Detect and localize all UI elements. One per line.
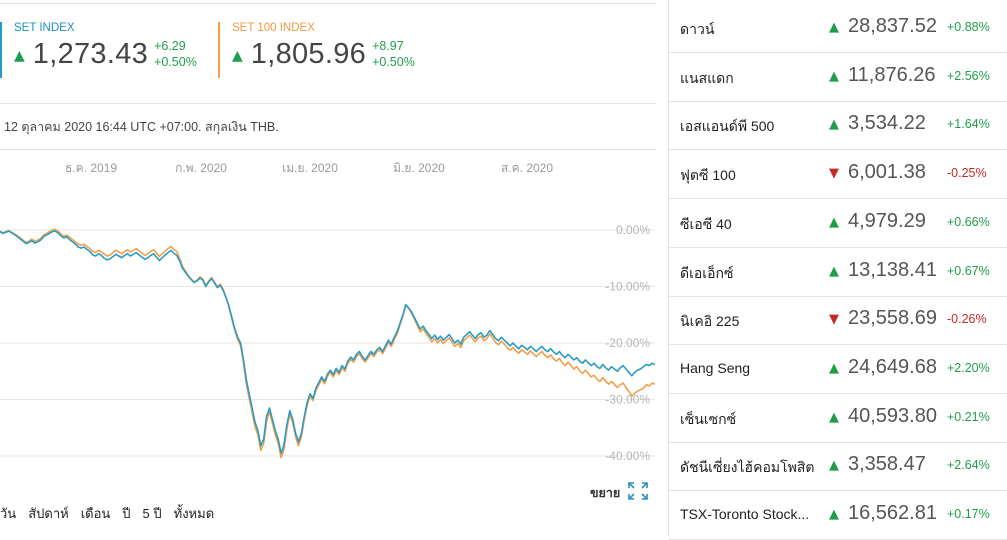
market-row[interactable]: ดีเอเอ็กซ์ ▲ 13,138.41 +0.67% xyxy=(669,248,1007,297)
market-change: +2.20% xyxy=(947,360,990,375)
x-tick-label: เม.ย. 2020 xyxy=(282,161,338,175)
set100-index-value: 1,805.96 xyxy=(250,38,367,70)
market-row[interactable]: ซีเอซี 40 ▲ 4,979.29 +0.66% xyxy=(669,199,1007,248)
market-value: 23,558.69 xyxy=(848,307,937,330)
range-all[interactable]: ทั้งหมด xyxy=(173,506,215,521)
range-selector: วัน สัปดาห์ เดือน ปี 5 ปี ทั้งหมด xyxy=(0,503,226,524)
market-value: 24,649.68 xyxy=(848,355,937,378)
up-arrow-icon: ▲ xyxy=(829,117,839,133)
market-row[interactable]: ดาวน์ ▲ 28,837.52 +0.88% xyxy=(669,4,1007,53)
market-change: +0.17% xyxy=(947,507,990,521)
market-change: +2.56% xyxy=(947,68,990,83)
y-tick-label: 0.00% xyxy=(616,223,650,237)
set-index-quote[interactable]: SET INDEX ▲ 1,273.43 +6.29 +0.50% xyxy=(0,22,197,78)
market-value: 6,001.38 xyxy=(848,161,926,184)
down-arrow-icon: ▼ xyxy=(829,312,839,328)
y-tick-label: -10.00% xyxy=(605,280,650,294)
market-row[interactable]: Hang Seng ▲ 24,649.68 +2.20% xyxy=(669,345,1007,394)
up-arrow-icon: ▲ xyxy=(829,507,839,522)
y-tick-label: -20.00% xyxy=(605,336,650,350)
market-name: เอสแอนด์พี 500 xyxy=(680,118,775,135)
x-tick-label: ก.พ. 2020 xyxy=(175,161,227,175)
index-line-chart[interactable]: 0.00% -10.00% -20.00% -30.00% -40.00% ธ.ค. 20… xyxy=(0,150,656,470)
market-row[interactable]: นิเคอิ 225 ▼ 23,558.69 -0.26% xyxy=(669,296,1007,346)
up-arrow-icon: ▲ xyxy=(829,458,839,474)
market-row[interactable]: ฟุตซี 100 ▼ 6,001.38 -0.25% xyxy=(669,150,1007,200)
market-value: 3,534.22 xyxy=(848,112,926,135)
market-change: +0.21% xyxy=(947,409,990,424)
market-name: เซ็นเซกซ์ xyxy=(680,410,737,427)
set100-index-name: SET 100 INDEX xyxy=(232,22,315,34)
up-arrow-icon: ▲ xyxy=(232,48,243,64)
timestamp-currency: 12 ตุลาคม 2020 16:44 UTC +07:00. สกุลเงิ… xyxy=(4,120,279,134)
range-5year[interactable]: 5 ปี xyxy=(142,506,162,521)
market-row[interactable]: TSX-Toronto Stock... ▲ 16,562.81 +0.17% xyxy=(669,491,1007,540)
market-value: 16,562.81 xyxy=(848,502,937,524)
up-arrow-icon: ▲ xyxy=(829,214,839,230)
up-arrow-icon: ▲ xyxy=(829,263,839,279)
range-day[interactable]: วัน xyxy=(0,506,17,521)
range-month[interactable]: เดือน xyxy=(80,506,111,521)
expand-label: ขยาย xyxy=(590,484,621,500)
market-change: -0.26% xyxy=(947,312,987,327)
market-row[interactable]: ดัชนีเซี่ยงไฮ้คอมโพสิต ▲ 3,358.47 +2.64% xyxy=(669,442,1007,492)
set-index-name: SET INDEX xyxy=(14,22,75,34)
up-arrow-icon: ▲ xyxy=(829,68,839,84)
market-value: 13,138.41 xyxy=(848,258,937,281)
market-value: 4,979.29 xyxy=(848,209,926,232)
y-tick-label: -40.00% xyxy=(605,449,650,463)
set-series-line xyxy=(0,230,656,454)
panel-divider xyxy=(668,0,669,536)
up-arrow-icon: ▲ xyxy=(829,20,839,35)
market-value: 28,837.52 xyxy=(848,15,937,37)
x-tick-label: ส.ค. 2020 xyxy=(501,161,553,175)
up-arrow-icon: ▲ xyxy=(829,360,839,376)
market-value: 40,593.80 xyxy=(848,404,937,427)
market-change: +0.66% xyxy=(947,214,990,229)
market-value: 3,358.47 xyxy=(848,453,926,476)
range-year[interactable]: ปี xyxy=(122,506,131,521)
market-change: -0.25% xyxy=(947,166,987,181)
chart-panel: SET INDEX ▲ 1,273.43 +6.29 +0.50% SET 10… xyxy=(0,3,656,524)
set-index-value: 1,273.43 xyxy=(32,38,149,70)
range-week[interactable]: สัปดาห์ xyxy=(28,506,69,521)
set100-index-change: +8.97 xyxy=(372,39,404,53)
down-arrow-icon: ▼ xyxy=(829,166,839,182)
x-tick-label: มิ.ย. 2020 xyxy=(393,161,445,175)
market-name: ดาวน์ xyxy=(680,21,715,37)
set-index-percent: +0.50% xyxy=(154,55,197,69)
market-name: แนสแดก xyxy=(680,69,734,86)
market-change: +0.67% xyxy=(947,263,990,278)
market-row[interactable]: แนสแดก ▲ 11,876.26 +2.56% xyxy=(669,53,1007,102)
market-change: +2.64% xyxy=(947,458,990,473)
up-arrow-icon: ▲ xyxy=(829,409,839,425)
market-name: TSX-Toronto Stock... xyxy=(680,506,810,522)
market-change: +1.64% xyxy=(947,117,990,132)
market-name: นิเคอิ 225 xyxy=(680,313,740,330)
set-index-change: +6.29 xyxy=(154,39,186,53)
y-tick-label: -30.00% xyxy=(605,393,650,407)
x-tick-label: ธ.ค. 2019 xyxy=(65,161,117,175)
expand-icon xyxy=(628,482,649,503)
market-name: Hang Seng xyxy=(680,359,751,376)
market-value: 11,876.26 xyxy=(848,63,936,86)
expand-button[interactable]: ขยาย xyxy=(590,482,649,503)
top-divider xyxy=(0,3,656,4)
market-name: ฟุตซี 100 xyxy=(680,167,736,184)
market-row[interactable]: เอสแอนด์พี 500 ▲ 3,534.22 +1.64% xyxy=(669,101,1007,151)
market-name: ซีเอซี 40 xyxy=(680,215,732,232)
market-row[interactable]: เซ็นเซกซ์ ▲ 40,593.80 +0.21% xyxy=(669,394,1007,443)
set100-series-line xyxy=(0,228,656,459)
market-change: +0.88% xyxy=(947,20,990,34)
divider xyxy=(0,149,656,150)
set100-index-quote[interactable]: SET 100 INDEX ▲ 1,805.96 +8.97 +0.50% xyxy=(218,22,415,78)
up-arrow-icon: ▲ xyxy=(14,48,25,64)
market-name: ดีเอเอ็กซ์ xyxy=(680,264,734,281)
divider xyxy=(0,103,656,104)
market-name: ดัชนีเซี่ยงไฮ้คอมโพสิต xyxy=(680,459,815,476)
set100-index-percent: +0.50% xyxy=(372,55,415,69)
